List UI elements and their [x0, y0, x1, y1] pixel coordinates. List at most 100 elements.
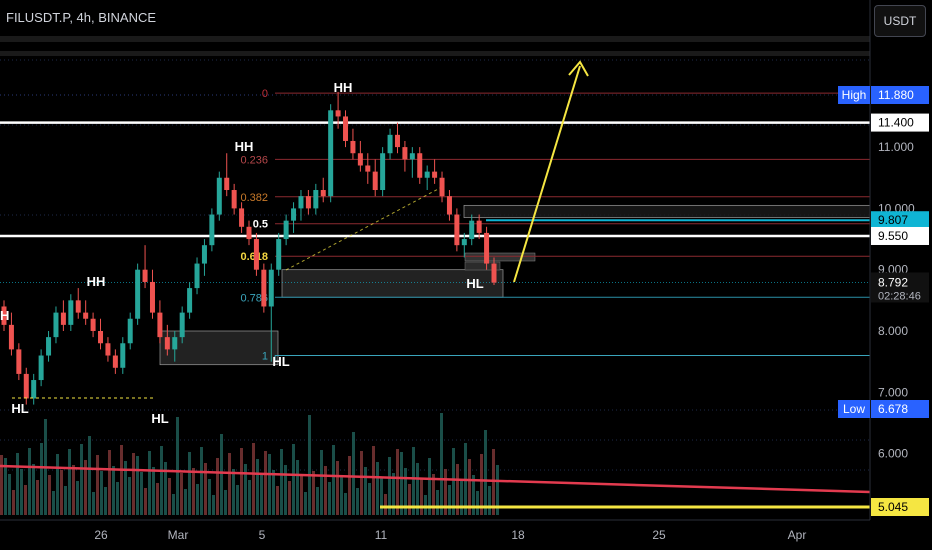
candle-body [46, 337, 52, 356]
volume-bar [168, 478, 171, 515]
structure-label: HH [235, 139, 254, 154]
x-tick-label: 5 [259, 528, 266, 542]
candle-body [291, 208, 297, 221]
structure-label: HL [272, 354, 289, 369]
candle-body [127, 318, 133, 344]
candle-body [149, 281, 155, 313]
candle-body [380, 153, 386, 191]
candle-body [53, 312, 59, 338]
volume-bar [36, 480, 39, 515]
candle-body [8, 324, 14, 350]
structure-label: HL [151, 411, 168, 426]
volume-bar [456, 464, 459, 515]
candle-body [38, 355, 44, 381]
candle-body [476, 220, 482, 233]
volume-bar [316, 487, 319, 515]
volume-bar [72, 465, 75, 515]
volume-bar [388, 457, 391, 515]
volume-bar [356, 488, 359, 515]
volume-bar [112, 466, 115, 515]
volume-bar [424, 495, 427, 515]
candle-body [60, 312, 66, 325]
candle-body [112, 355, 118, 368]
volume-bar [432, 474, 435, 515]
volume-bar [132, 453, 135, 515]
currency-button[interactable]: USDT [874, 5, 926, 37]
candle-body [261, 269, 267, 307]
volume-bar [68, 449, 71, 515]
volume-bar [216, 458, 219, 515]
price-tag-level-11400 [871, 113, 929, 132]
candle-body [231, 190, 237, 209]
volume-bar [460, 480, 463, 515]
trendline-red [0, 464, 871, 494]
volume-bar [4, 458, 7, 515]
candle-body [402, 147, 408, 160]
volume-bar [184, 489, 187, 515]
volume-bar [436, 490, 439, 515]
price-tag-high [871, 86, 929, 104]
volume-bar [404, 468, 407, 515]
volume-bar [232, 469, 235, 515]
volume-bar [120, 445, 123, 515]
price-tag-value: 9.550 [878, 229, 908, 243]
volume-bar [116, 482, 119, 515]
candle-body [16, 349, 22, 374]
volume-bar [280, 449, 283, 515]
price-tag-label: Low [843, 402, 865, 416]
volume-bar [208, 479, 211, 515]
price-tag-level-9550 [871, 226, 929, 245]
volume-bar [56, 454, 59, 515]
candle-body [469, 220, 475, 240]
candle-body [328, 110, 334, 197]
candle-body [268, 269, 274, 307]
volume-bar [64, 486, 67, 515]
candle-body [283, 220, 289, 240]
volume-bar [32, 464, 35, 515]
price-tag-value: 11.880 [878, 88, 914, 102]
structure-label: HH [87, 274, 106, 289]
volume-bar [48, 475, 51, 515]
volume-bar [444, 469, 447, 515]
volume-bar [352, 432, 355, 515]
volume-bar [448, 485, 451, 515]
volume-bar [312, 471, 315, 515]
volume-bar [412, 447, 415, 515]
candle-body [90, 318, 96, 331]
zone-box [281, 269, 504, 298]
volume-bar [284, 465, 287, 515]
price-tag-label-bg [838, 400, 870, 418]
volume-bar [396, 449, 399, 515]
candle-body [31, 380, 37, 399]
fib-label: 0.382 [240, 192, 268, 204]
volume-bar [164, 462, 167, 515]
volume-bar [360, 451, 363, 515]
candle-body [135, 269, 141, 319]
candle-body [246, 226, 252, 240]
y-tick-label: 8.000 [878, 324, 908, 338]
candle-body [350, 140, 356, 154]
zone-box [464, 261, 501, 271]
volume-bar [80, 444, 83, 515]
y-tick-label: 7.000 [878, 385, 908, 399]
dashed-line [285, 187, 441, 271]
candle-body [276, 239, 282, 270]
volume-bar [124, 461, 127, 515]
volume-bar [140, 472, 143, 515]
volume-bar [328, 482, 331, 515]
candle-body [454, 214, 460, 246]
volume-bar [408, 484, 411, 515]
candle-body [1, 306, 7, 325]
candle-body [209, 214, 215, 246]
volume-bar [484, 430, 487, 515]
header-band [0, 36, 870, 42]
volume-bar [296, 460, 299, 515]
candle-body [432, 171, 438, 178]
candle-body [461, 239, 467, 246]
volume-bar [172, 494, 175, 515]
volume-bar [376, 462, 379, 515]
candle-body [298, 196, 304, 209]
volume-bar [332, 445, 335, 515]
